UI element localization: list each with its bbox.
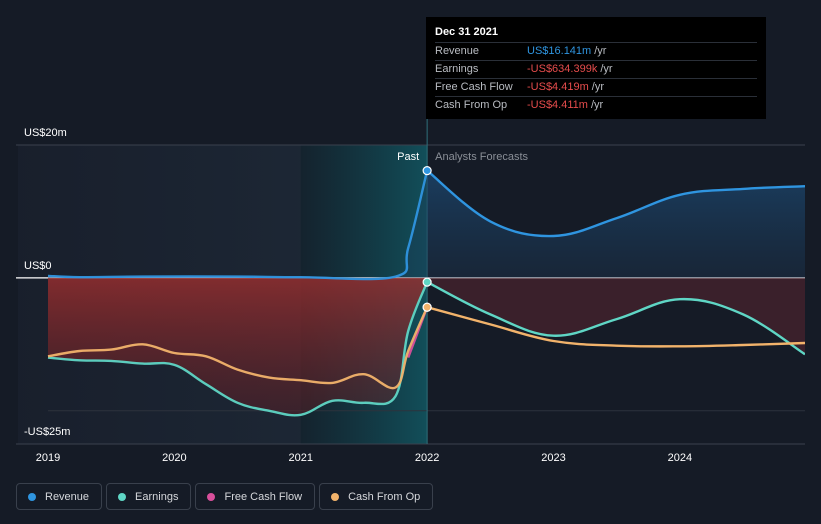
tooltip-label: Earnings: [435, 63, 479, 75]
cash-from-op-dot-icon: [331, 492, 340, 501]
earnings-dot-icon: [118, 492, 127, 501]
free-cash-flow-dot-icon: [207, 492, 216, 501]
x-tick-label: 2020: [162, 452, 186, 464]
data-tooltip: Dec 31 2021 Revenue US$16.141m /yr Earni…: [426, 17, 766, 119]
y-axis-label-bottom: -US$25m: [24, 426, 70, 438]
legend-label: Free Cash Flow: [224, 490, 303, 503]
forecast-label: Analysts Forecasts: [435, 151, 528, 163]
tooltip-row-revenue: Revenue US$16.141m /yr: [435, 42, 757, 60]
earnings-forecast-line: [426, 281, 805, 356]
tooltip-date: Dec 31 2021: [435, 26, 498, 38]
revenue-dot-icon: [28, 492, 36, 501]
cash-from-op-forecast-line: [426, 306, 805, 348]
cash-from-op-marker: [422, 302, 432, 312]
legend-label: Earnings: [135, 490, 179, 503]
x-tick-label: 2021: [289, 452, 313, 464]
cash-from-op-past-line: [47, 306, 429, 390]
legend-item-free-cash-flow[interactable]: Free Cash Flow: [195, 483, 316, 510]
x-tick-label: 2024: [668, 452, 692, 464]
tooltip-unit: /yr: [600, 63, 613, 75]
earnings-marker: [422, 277, 432, 287]
revenue-marker: [422, 166, 432, 176]
tooltip-row-free-cash-flow: Free Cash Flow -US$4.419m /yr: [435, 78, 757, 96]
chart-legend: Revenue Earnings Free Cash Flow Cash Fro…: [16, 483, 434, 510]
past-label: Past: [397, 151, 419, 163]
tooltip-value: -US$4.419m: [527, 81, 589, 93]
x-tick-label: 2019: [36, 452, 60, 464]
tooltip-row-earnings: Earnings -US$634.399k /yr: [435, 60, 757, 78]
y-axis-label-zero: US$0: [24, 260, 52, 272]
earnings-past-line: [47, 281, 429, 417]
tooltip-value: -US$634.399k: [527, 63, 598, 75]
x-tick-label: 2023: [541, 452, 565, 464]
tooltip-unit: /yr: [594, 45, 607, 57]
tooltip-unit: /yr: [591, 81, 604, 93]
revenue-forecast-area: [427, 170, 805, 278]
earnings-past-negative-area: [48, 277, 428, 416]
tooltip-label: Cash From Op: [435, 99, 508, 111]
tooltip-value: -US$4.411m: [527, 99, 588, 111]
legend-item-revenue[interactable]: Revenue: [16, 483, 103, 510]
tooltip-value: US$16.141m: [527, 45, 592, 57]
earnings-forecast-negative-area: [427, 277, 805, 355]
legend-item-cash-from-op[interactable]: Cash From Op: [319, 483, 434, 510]
tooltip-label: Free Cash Flow: [435, 81, 513, 93]
y-axis-label-top: US$20m: [24, 127, 67, 139]
tooltip-row-cash-from-op: Cash From Op -US$4.411m /yr: [435, 96, 757, 114]
tooltip-unit: /yr: [590, 99, 604, 111]
revenue-past-line: [47, 170, 429, 281]
x-tick-label: 2022: [415, 452, 439, 464]
legend-item-earnings[interactable]: Earnings: [106, 483, 192, 510]
legend-label: Revenue: [45, 490, 90, 503]
revenue-forecast-line: [426, 169, 805, 238]
legend-label: Cash From Op: [348, 490, 421, 503]
tooltip-label: Revenue: [435, 45, 480, 57]
